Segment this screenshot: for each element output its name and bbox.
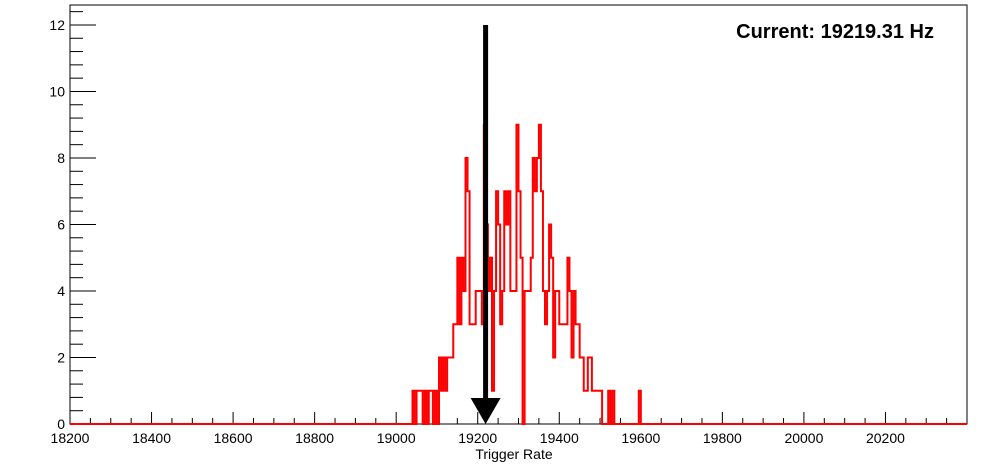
current-rate-arrow [470,24,501,424]
x-tick-label: 19000 [377,430,416,446]
x-axis: 18200 18400 18600 18800 19000 19200 19400 19600… [51,412,948,446]
x-tick-label: 19200 [458,430,497,446]
plot-frame [69,4,968,425]
y-axis: 0 2 4 6 8 10 12 [49,11,96,432]
x-tick-label: 18200 [51,430,90,446]
x-tick-label: 20200 [866,430,905,446]
y-tick-label: 10 [49,83,65,99]
y-tick-label: 12 [49,17,65,33]
x-tick-label: 20000 [784,430,823,446]
x-tick-label: 18600 [214,430,253,446]
x-tick-label: 19400 [540,430,579,446]
series-histogram-outline [70,123,967,425]
x-axis-title: Trigger Rate [475,446,553,462]
y-tick-label: 2 [57,349,65,365]
x-tick-label: 19800 [703,430,742,446]
y-tick-label: 0 [57,416,65,432]
x-tick-label: 19600 [621,430,660,446]
y-tick-label: 8 [57,150,65,166]
arrow-head [470,398,501,424]
y-tick-label: 4 [57,283,65,299]
current-rate-annotation: Current: 19219.31 Hz [736,21,934,43]
y-tick-label: 6 [57,216,65,232]
x-tick-label: 18400 [132,430,171,446]
x-tick-label: 18800 [295,430,334,446]
